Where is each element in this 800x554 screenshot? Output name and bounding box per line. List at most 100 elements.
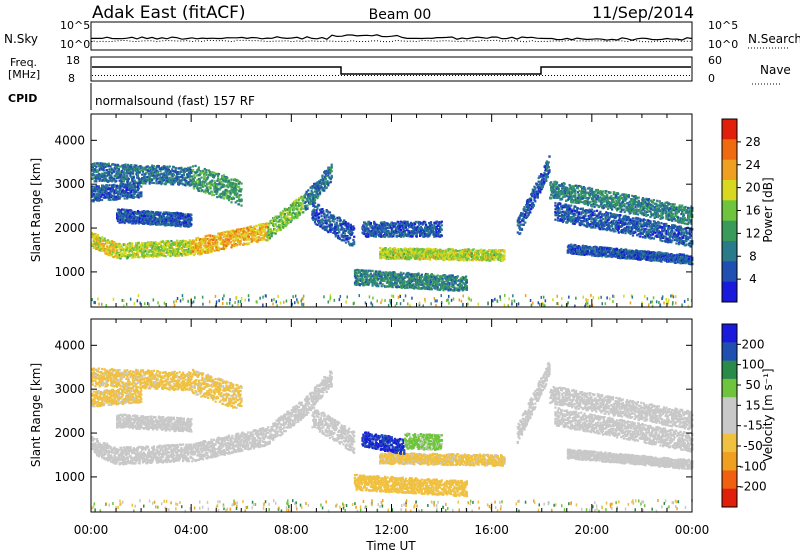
heatmap-cell: [328, 225, 332, 228]
noise-sky-label: N.Sky: [4, 32, 38, 46]
heatmap-cell: [107, 165, 110, 168]
heatmap-cell: [160, 183, 163, 186]
heatmap-cell: [224, 231, 227, 234]
heatmap-cell: [280, 216, 283, 219]
heatmap-cell: [207, 250, 210, 253]
heatmap-cell: [325, 216, 328, 219]
heatmap-cell: [140, 185, 143, 188]
heatmap-cell: [204, 184, 207, 187]
heatmap-cell: [116, 197, 120, 200]
heatmap-cell: [339, 219, 342, 222]
heatmap-cell: [119, 187, 122, 190]
heatmap-cell: [101, 188, 104, 191]
heatmap-cell: [307, 200, 310, 203]
heatmap-cell: [135, 221, 138, 224]
heatmap-cell: [401, 257, 404, 260]
heatmap-cell: [151, 211, 155, 214]
heatmap-cell: [149, 249, 152, 252]
heatmap-cell: [302, 202, 305, 205]
heatmap-cell: [182, 239, 185, 242]
heatmap-cell: [268, 234, 271, 237]
heatmap-cell: [318, 216, 321, 219]
heatmap-cell: [95, 170, 98, 174]
heatmap-cell: [136, 189, 140, 192]
heatmap-cell: [384, 253, 387, 256]
heatmap-cell: [115, 243, 118, 246]
heatmap-cell: [308, 203, 312, 206]
heatmap-cell: [186, 243, 189, 246]
heatmap-cell: [217, 249, 221, 252]
heatmap-cell: [98, 167, 101, 170]
heatmap-cell: [185, 218, 188, 222]
heatmap-cell: [343, 228, 346, 231]
heatmap-cell: [126, 209, 130, 212]
noise-right-tick-bottom: 10^0: [708, 38, 738, 51]
heatmap-cell: [128, 185, 131, 188]
heatmap-cell: [313, 187, 317, 190]
heatmap-cell: [133, 184, 136, 187]
heatmap-cell: [284, 225, 287, 228]
heatmap-cell: [129, 173, 132, 176]
heatmap-cell: [210, 241, 213, 244]
heatmap-cell: [185, 179, 188, 183]
heatmap-cell: [180, 253, 183, 256]
heatmap-cell: [115, 187, 118, 190]
heatmap-cell: [136, 175, 140, 178]
heatmap-cell: [116, 244, 120, 247]
heatmap-cell: [200, 240, 203, 243]
heatmap-cell: [159, 211, 162, 214]
heatmap-cell: [141, 251, 144, 254]
heatmap-cell: [188, 218, 191, 221]
heatmap-cell: [136, 244, 139, 247]
heatmap-cell: [318, 212, 321, 215]
heatmap-cell: [112, 248, 115, 251]
heatmap-cell: [122, 192, 125, 195]
heatmap-cell: [99, 198, 102, 202]
heatmap-cell: [173, 213, 176, 216]
heatmap-cell: [301, 204, 304, 207]
heatmap-cell: [167, 167, 170, 170]
heatmap-cell: [144, 172, 147, 175]
heatmap-cell: [278, 220, 281, 223]
heatmap-cell: [229, 181, 232, 184]
heatmap-cell: [314, 218, 317, 221]
heatmap-cell: [134, 170, 137, 173]
heatmap-cell: [308, 195, 312, 198]
heatmap-cell: [232, 197, 236, 200]
heatmap-cell: [94, 169, 97, 172]
heatmap-cell: [115, 245, 118, 248]
heatmap-cell: [233, 233, 236, 236]
heatmap-cell: [437, 253, 440, 256]
heatmap-cell: [178, 167, 181, 170]
heatmap-cell: [412, 247, 415, 250]
heatmap-cell: [328, 220, 332, 223]
heatmap-cell: [176, 254, 179, 257]
heatmap-cell: [422, 257, 425, 260]
heatmap-cell: [102, 193, 105, 196]
heatmap-cell: [106, 193, 110, 196]
heatmap-cell: [131, 194, 134, 197]
heatmap-cell: [342, 231, 345, 234]
heatmap-cell: [446, 257, 449, 261]
heatmap-cell: [328, 218, 331, 222]
heatmap-cell: [229, 193, 232, 196]
heatmap-cell: [111, 172, 114, 175]
heatmap-cell: [222, 232, 226, 235]
heatmap-cell: [203, 181, 206, 184]
heatmap-cell: [172, 183, 175, 186]
heatmap-cell: [234, 239, 237, 242]
heatmap-cell: [232, 239, 235, 242]
freq-label-line2: [MHz]: [8, 68, 40, 81]
heatmap-cell: [186, 223, 189, 226]
heatmap-cell: [197, 252, 200, 255]
heatmap-cell: [202, 250, 205, 253]
cpid-label: CPID: [8, 92, 37, 105]
heatmap-cell: [154, 170, 157, 173]
heatmap-cell: [123, 193, 126, 196]
heatmap-cell: [233, 244, 236, 247]
heatmap-cell: [145, 180, 148, 183]
heatmap-cell: [184, 184, 187, 187]
heatmap-cell: [227, 180, 231, 183]
heatmap-cell: [184, 181, 187, 185]
heatmap-cell: [417, 256, 420, 259]
